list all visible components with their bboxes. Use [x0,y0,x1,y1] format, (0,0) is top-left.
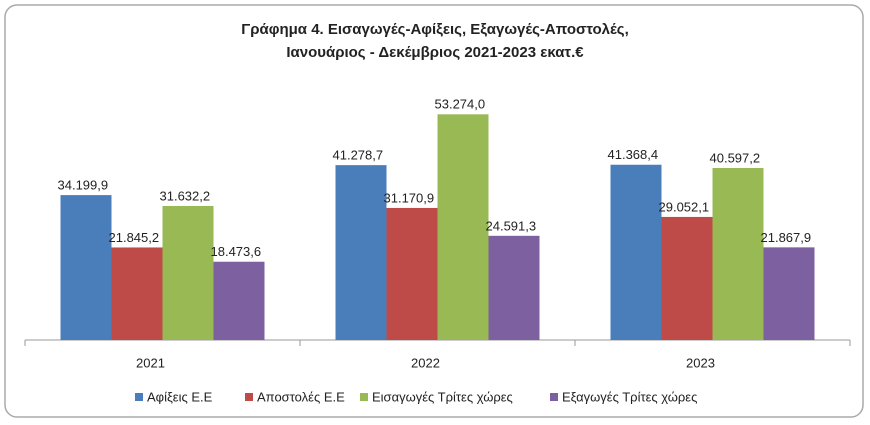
x-tick-label: 2022 [411,355,440,370]
bar [386,207,438,340]
value-label: 18.473,6 [211,244,262,259]
bar [661,216,713,340]
bar [488,235,540,340]
value-label: 41.278,7 [333,148,384,163]
value-label: 34.199,9 [58,178,109,193]
bar [763,247,815,340]
chart-title: Γράφημα 4. Εισαγωγές-Αφίξεις, Εξαγωγές-Α… [241,21,629,38]
legend-swatch [360,393,368,401]
bar [712,168,764,340]
bar [437,114,489,340]
legend-swatch [135,393,143,401]
bar [335,165,387,340]
bar [162,205,214,340]
legend-label: Εισαγωγές Τρίτες χώρες [372,389,513,404]
legend-label: Αφίξεις Ε.Ε [147,389,213,404]
legend-swatch [245,393,253,401]
value-label: 31.632,2 [160,188,211,203]
value-label: 29.052,1 [659,199,710,214]
value-label: 53.274,0 [435,97,486,112]
bar [111,247,163,340]
value-label: 41.368,4 [608,147,659,162]
value-label: 40.597,2 [710,150,761,165]
x-tick-label: 2023 [686,355,715,370]
value-label: 21.845,2 [109,230,160,245]
legend-label: Εξαγωγές Τρίτες χώρες [562,389,697,404]
value-label: 24.591,3 [486,218,537,233]
bar [610,164,662,340]
bar [213,261,265,340]
value-label: 21.867,9 [761,230,812,245]
value-label: 31.170,9 [384,190,435,205]
x-tick-label: 2021 [136,355,165,370]
chart-title: Ιανουάριος - Δεκέμβριος 2021-2023 εκατ.€ [286,44,584,61]
legend-swatch [550,393,558,401]
legend-label: Αποστολές Ε.Ε [257,389,345,404]
bar [60,195,112,340]
